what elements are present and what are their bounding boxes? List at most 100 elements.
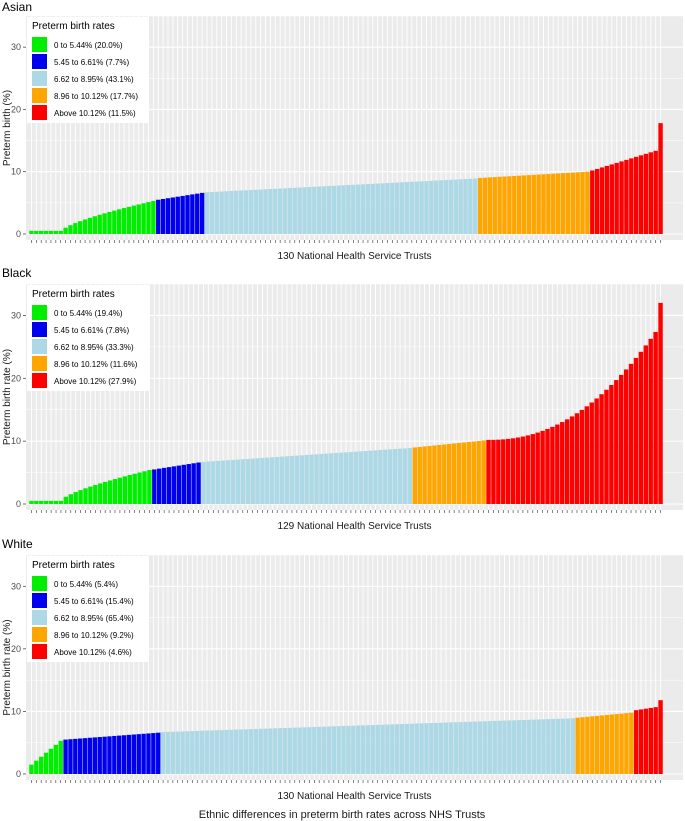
bar	[346, 185, 351, 234]
bar	[624, 713, 629, 774]
bar	[73, 223, 78, 234]
bar	[458, 179, 463, 234]
bar	[638, 351, 644, 504]
bar	[209, 192, 215, 234]
bar	[531, 719, 536, 774]
bar	[230, 459, 236, 504]
bar	[536, 174, 541, 234]
bar	[199, 730, 205, 774]
bar	[375, 183, 380, 234]
bar	[196, 462, 201, 504]
bar	[147, 470, 152, 504]
bar	[87, 217, 93, 234]
bar	[82, 219, 88, 234]
bar	[358, 451, 363, 504]
bar	[560, 173, 566, 234]
bar	[535, 432, 540, 504]
bar	[195, 193, 200, 234]
bar	[326, 186, 332, 234]
bar	[619, 374, 624, 504]
bar	[157, 468, 162, 504]
bar	[299, 455, 304, 504]
bar	[507, 176, 512, 234]
bar	[370, 183, 376, 234]
legend-key	[32, 339, 47, 354]
bar	[229, 191, 234, 234]
bar	[126, 734, 132, 774]
bar	[225, 460, 231, 504]
bar	[127, 475, 132, 504]
bar	[214, 730, 219, 774]
y-tick-label: 0	[16, 229, 21, 239]
bar	[39, 500, 44, 504]
bar	[658, 700, 663, 774]
legend-label: 6.62 to 8.95% (65.4%)	[54, 614, 134, 623]
bar	[540, 430, 545, 504]
bar	[530, 434, 535, 504]
bar	[211, 461, 216, 504]
bar	[463, 179, 468, 234]
bar	[98, 483, 103, 504]
legend-label: 8.96 to 10.12% (9.2%)	[54, 631, 134, 640]
bar	[402, 448, 408, 504]
bar	[107, 736, 112, 774]
bar	[429, 180, 434, 234]
bar	[190, 731, 195, 774]
bar	[653, 331, 658, 504]
bar	[107, 480, 113, 504]
bar	[53, 230, 59, 234]
bar	[331, 185, 336, 234]
bar	[525, 435, 531, 504]
bar	[248, 190, 254, 234]
bar	[294, 455, 300, 504]
bar	[191, 463, 196, 504]
bar	[351, 725, 356, 774]
bar	[279, 456, 285, 504]
bar	[92, 216, 98, 234]
bar	[351, 184, 356, 234]
bar	[545, 428, 550, 504]
bar	[121, 735, 127, 774]
bar	[477, 177, 483, 234]
bar	[268, 189, 273, 234]
bar	[353, 451, 359, 504]
bar	[136, 204, 141, 234]
bar	[541, 719, 546, 774]
bar	[117, 477, 123, 504]
bar	[289, 455, 295, 504]
bar	[216, 460, 221, 504]
bar	[151, 733, 156, 774]
bar	[604, 165, 610, 234]
bar	[658, 123, 663, 234]
y-axis-title: Preterm birth rate (%)	[2, 349, 13, 445]
bar	[560, 718, 566, 774]
bar	[324, 453, 329, 504]
y-tick-label: 30	[11, 581, 21, 591]
bar	[497, 176, 502, 234]
legend-label: 6.62 to 8.95% (33.3%)	[54, 343, 134, 352]
bar	[451, 443, 457, 504]
bar	[82, 738, 88, 774]
bar	[496, 439, 501, 504]
legend-key	[32, 576, 47, 591]
bar	[160, 198, 166, 234]
legend-key	[32, 356, 47, 371]
bar	[39, 756, 44, 774]
bar	[277, 728, 283, 774]
bar	[468, 178, 473, 234]
bar	[34, 760, 39, 774]
bar	[437, 444, 442, 504]
bar	[363, 451, 368, 504]
legend-key	[32, 105, 47, 120]
bar	[253, 189, 258, 234]
bar	[555, 424, 560, 504]
bar	[78, 221, 83, 234]
bar	[380, 724, 385, 774]
bar	[258, 728, 263, 774]
bar	[521, 175, 527, 234]
bar	[653, 707, 658, 774]
bar	[141, 203, 146, 234]
bar	[643, 345, 649, 504]
bar	[448, 179, 454, 234]
